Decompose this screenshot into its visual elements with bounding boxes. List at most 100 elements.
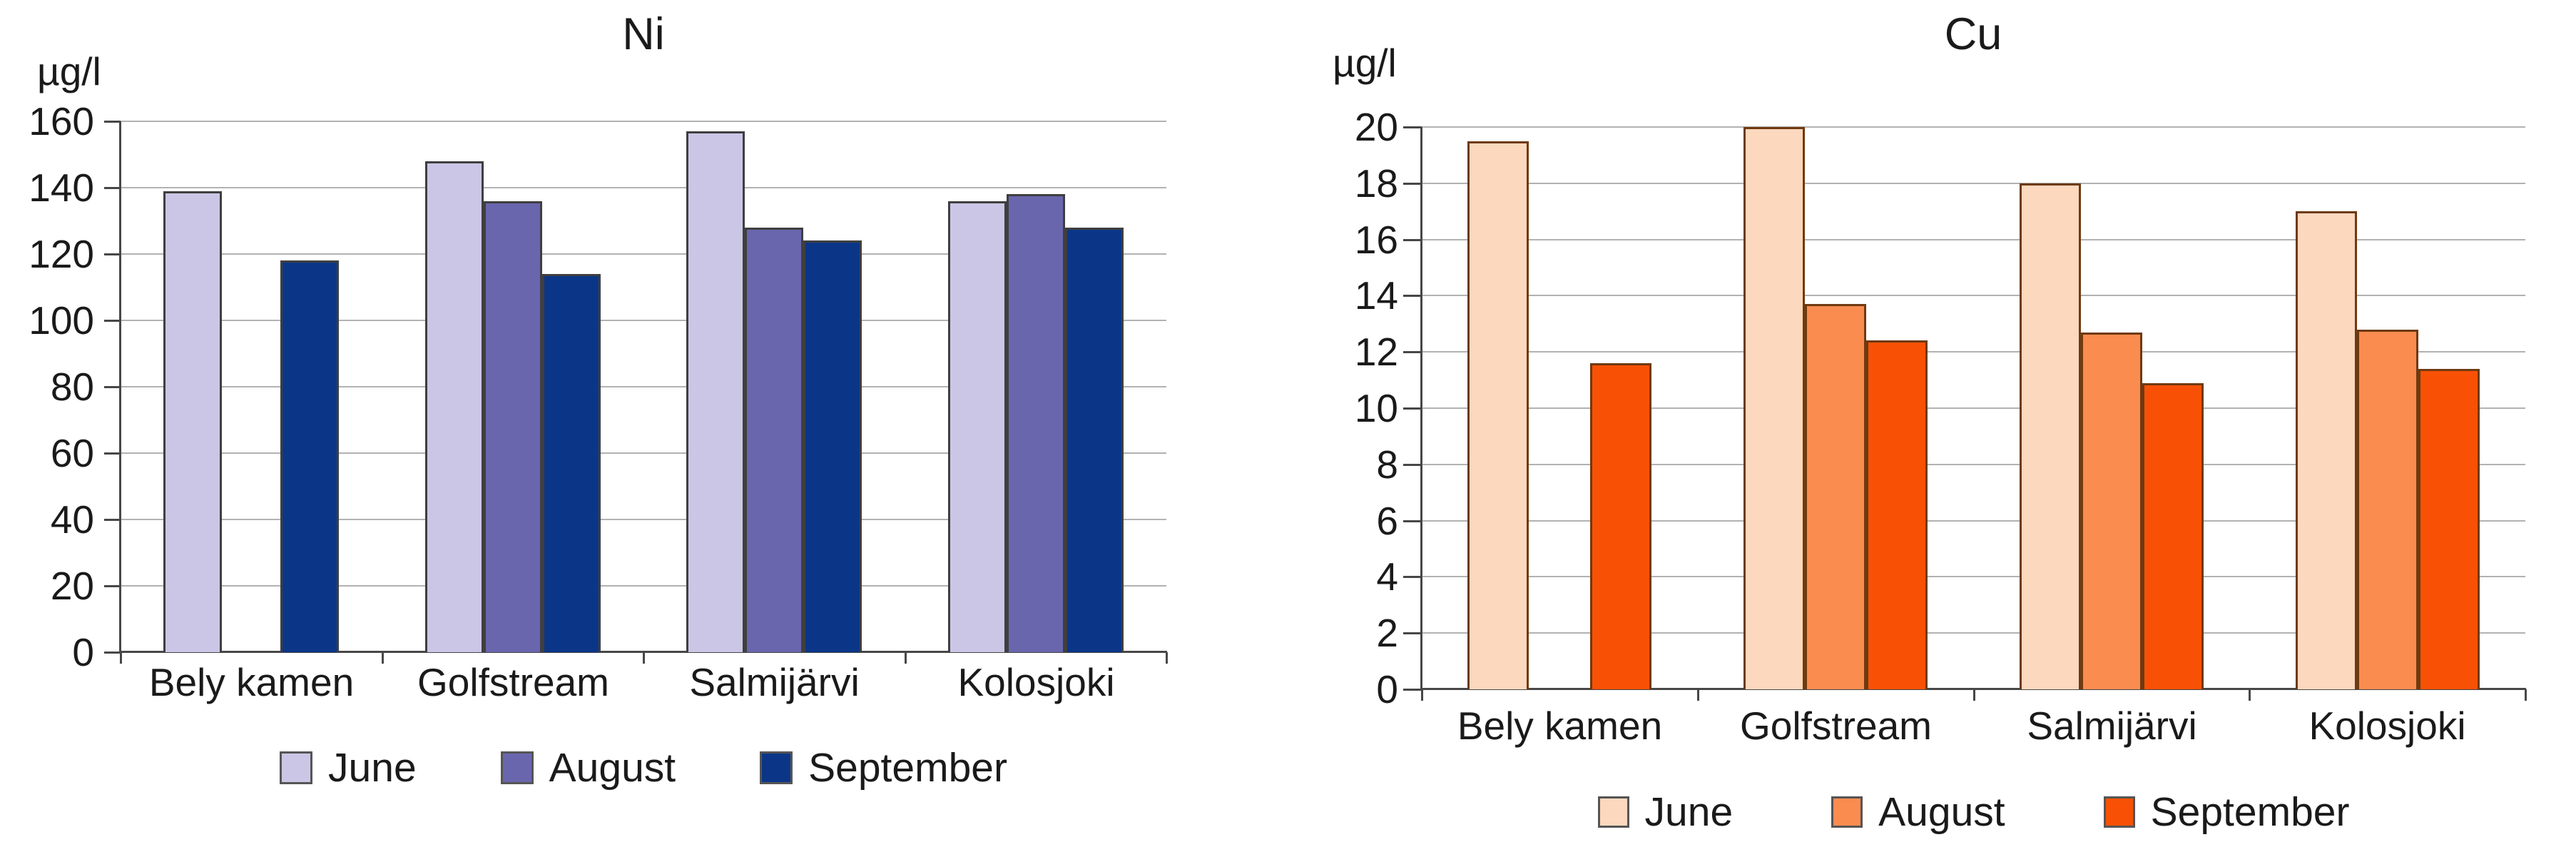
bar-ni-september-0 [280,260,339,652]
category-label-cu-1: Golfstream [1740,704,1932,748]
y-tick-label-cu-2: 2 [1376,611,1398,655]
legend-swatch-cu-august [1831,796,1863,828]
y-axis-line-ni [119,121,121,652]
y-tick-label-ni-60: 60 [50,431,94,475]
y-tick-mark-ni-120 [104,253,121,255]
gridline-cu-18 [1422,183,2525,184]
legend-item-ni-june: June [280,744,417,791]
gridline-ni-80 [121,386,1166,387]
legend-swatch-ni-august [500,751,534,784]
gridline-cu-6 [1422,520,2525,522]
category-label-ni-1: Golfstream [417,660,609,704]
legend-swatch-cu-september [2103,796,2135,828]
category-label-cu-0: Bely kamen [1457,704,1663,748]
category-label-ni-2: Salmijärvi [689,660,860,704]
y-axis-unit-label-ni: µg/l [37,49,101,93]
category-label-ni-3: Kolosjoki [957,660,1115,704]
gridline-ni-40 [121,519,1166,520]
legend-item-ni-september: September [760,744,1007,791]
y-tick-label-cu-10: 10 [1354,386,1398,430]
y-tick-mark-ni-60 [104,452,121,455]
y-axis-unit-label-cu: µg/l [1333,41,1397,85]
category-label-cu-3: Kolosjoki [2308,704,2466,748]
x-tick-mark-ni-2 [643,652,645,664]
legend-label-cu-september: September [2150,788,2350,835]
gridline-cu-8 [1422,464,2525,465]
legend-label-ni-september: September [808,744,1007,791]
y-tick-label-ni-0: 0 [72,630,94,674]
y-tick-label-cu-8: 8 [1376,442,1398,487]
category-label-cu-2: Salmijärvi [2027,704,2197,748]
gridline-ni-160 [121,121,1166,122]
bar-cu-august-1 [1805,304,1866,689]
legend-item-ni-august: August [500,744,676,791]
gridline-ni-60 [121,452,1166,454]
y-tick-label-cu-16: 16 [1354,218,1398,262]
legend-item-cu-august: August [1831,788,2005,835]
gridline-cu-16 [1422,239,2525,240]
category-label-ni-0: Bely kamen [148,660,355,704]
y-tick-mark-ni-0 [104,651,121,654]
y-tick-label-ni-100: 100 [29,298,94,343]
bar-ni-june-0 [163,191,222,652]
x-tick-mark-ni-0 [120,652,122,664]
legend-swatch-cu-june [1597,796,1629,828]
bar-cu-june-3 [2296,211,2357,689]
gridline-ni-120 [121,253,1166,255]
legend-ni: June August September [121,745,1166,791]
y-tick-label-ni-120: 120 [29,232,94,276]
y-tick-label-cu-18: 18 [1354,161,1398,206]
bar-cu-september-3 [2418,369,2480,689]
gridline-cu-4 [1422,576,2525,577]
y-tick-mark-ni-20 [104,585,121,587]
bar-cu-september-0 [1590,363,1651,689]
legend-swatch-ni-september [760,751,793,784]
y-tick-label-ni-40: 40 [50,497,94,542]
y-tick-label-cu-12: 12 [1354,330,1398,374]
bar-ni-august-2 [745,228,803,652]
y-tick-mark-ni-100 [104,320,121,322]
bar-cu-june-2 [2020,183,2081,689]
chart-title-cu: Cu [1944,9,2002,59]
x-tick-mark-ni-4 [1166,652,1168,664]
y-tick-mark-cu-16 [1403,239,1422,241]
gridline-ni-100 [121,320,1166,321]
x-tick-mark-ni-1 [382,652,384,664]
legend-cu: June August September [1422,789,2525,835]
chart-title-ni: Ni [622,9,665,59]
y-tick-label-ni-20: 20 [50,564,94,608]
x-axis-line-cu [1420,688,2526,690]
gridline-ni-20 [121,585,1166,587]
y-tick-mark-ni-80 [104,386,121,388]
y-tick-mark-cu-4 [1403,576,1422,578]
y-tick-mark-cu-18 [1403,183,1422,185]
gridline-cu-2 [1422,632,2525,634]
y-tick-mark-ni-160 [104,121,121,123]
y-tick-mark-cu-20 [1403,126,1422,128]
legend-label-cu-august: August [1878,788,2005,835]
y-tick-label-cu-6: 6 [1376,499,1398,543]
bar-ni-september-1 [542,274,601,652]
legend-label-ni-august: August [549,744,676,791]
bar-ni-september-3 [1065,228,1124,652]
y-tick-mark-cu-12 [1403,351,1422,353]
y-tick-mark-cu-0 [1403,689,1422,691]
gridline-cu-20 [1422,126,2525,128]
x-axis-line-ni [119,651,1167,653]
legend-label-ni-june: June [328,744,417,791]
bar-ni-september-2 [803,240,862,652]
y-tick-mark-ni-140 [104,187,121,189]
x-tick-mark-ni-3 [905,652,907,664]
gridline-cu-14 [1422,295,2525,296]
legend-label-cu-june: June [1644,788,1734,835]
x-tick-mark-cu-1 [1697,689,1699,701]
gridline-cu-12 [1422,351,2525,353]
bar-cu-june-0 [1467,141,1529,689]
bar-cu-august-3 [2357,330,2418,689]
y-axis-line-cu [1420,127,1422,689]
y-tick-mark-cu-2 [1403,632,1422,634]
bar-ni-june-1 [425,161,484,652]
y-tick-label-ni-80: 80 [50,365,94,409]
